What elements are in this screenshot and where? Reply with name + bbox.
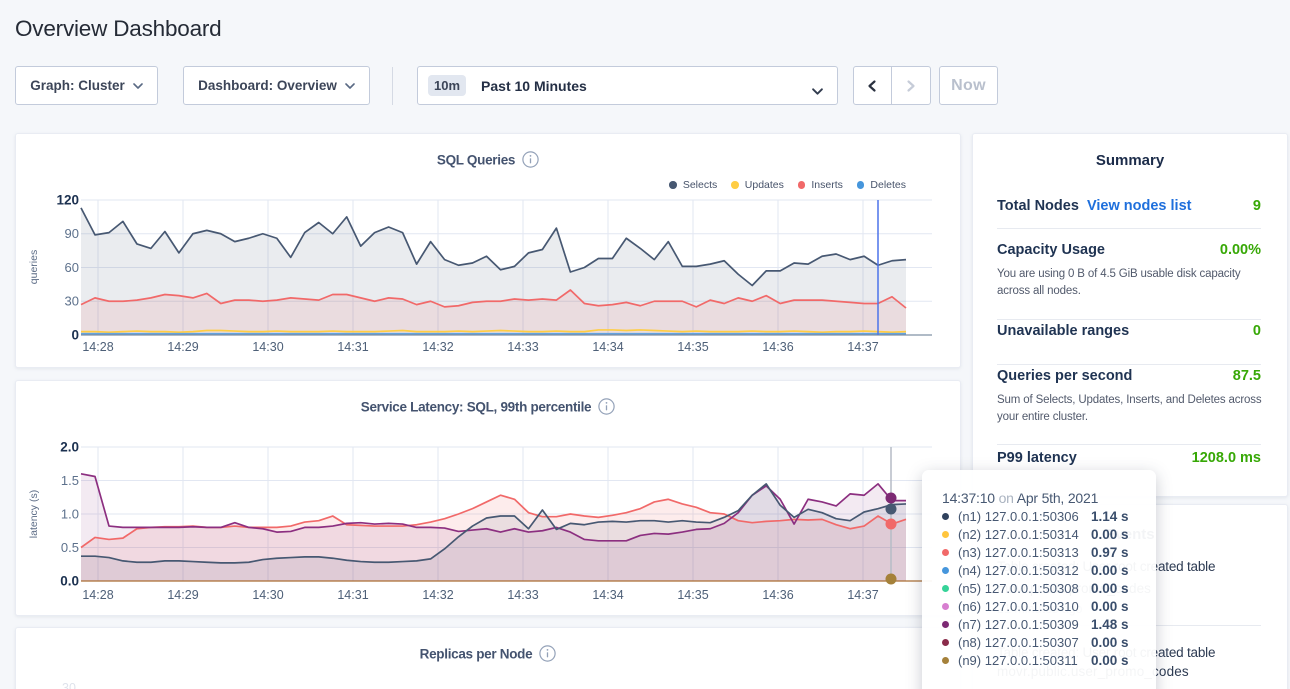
svg-text:latency (s): latency (s) [28, 490, 40, 538]
svg-text:1.5: 1.5 [61, 473, 79, 488]
svg-text:14:35: 14:35 [677, 588, 708, 602]
svg-text:14:32: 14:32 [422, 340, 453, 354]
svg-text:14:28: 14:28 [82, 340, 113, 354]
svg-text:120: 120 [56, 193, 79, 208]
svg-text:14:30: 14:30 [252, 588, 283, 602]
svg-text:14:37: 14:37 [847, 588, 878, 602]
svg-text:14:33: 14:33 [507, 340, 538, 354]
svg-text:14:36: 14:36 [762, 588, 793, 602]
svg-text:14:33: 14:33 [507, 588, 538, 602]
svg-text:2.0: 2.0 [60, 440, 79, 455]
svg-text:30: 30 [65, 294, 79, 309]
svg-text:14:34: 14:34 [592, 340, 623, 354]
svg-text:14:35: 14:35 [677, 340, 708, 354]
svg-text:queries: queries [28, 250, 40, 284]
svg-text:0: 0 [71, 328, 79, 343]
svg-text:14:29: 14:29 [167, 340, 198, 354]
svg-text:14:34: 14:34 [592, 588, 623, 602]
svg-text:14:31: 14:31 [337, 340, 368, 354]
svg-text:0.0: 0.0 [60, 574, 79, 589]
svg-text:0.5: 0.5 [61, 540, 79, 555]
svg-text:14:36: 14:36 [762, 340, 793, 354]
svg-text:60: 60 [65, 260, 79, 275]
svg-text:14:29: 14:29 [167, 588, 198, 602]
svg-text:14:32: 14:32 [422, 588, 453, 602]
svg-text:90: 90 [65, 226, 79, 241]
svg-text:14:31: 14:31 [337, 588, 368, 602]
svg-text:1.0: 1.0 [61, 507, 79, 522]
svg-text:14:30: 14:30 [252, 340, 283, 354]
svg-text:14:28: 14:28 [82, 588, 113, 602]
svg-text:14:37: 14:37 [847, 340, 878, 354]
